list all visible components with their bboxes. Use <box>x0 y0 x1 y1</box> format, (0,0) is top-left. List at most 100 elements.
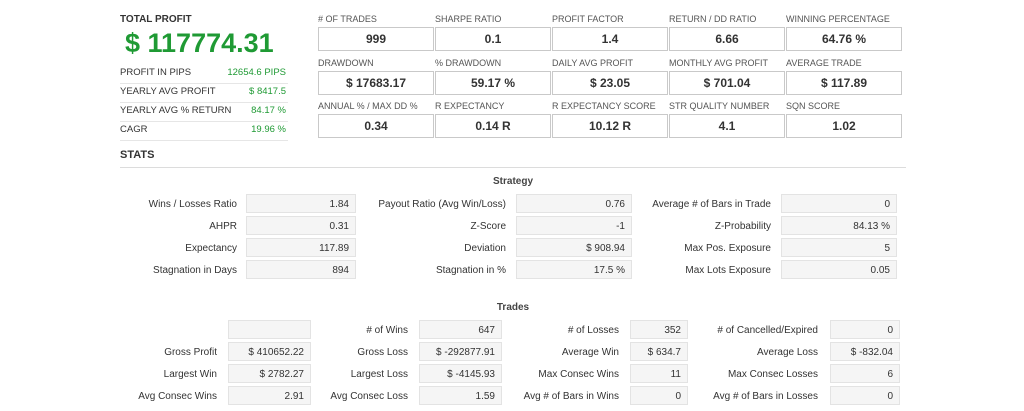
stat-value: -1 <box>516 216 632 235</box>
trade-value: 0 <box>830 386 900 405</box>
metric-value: 1.02 <box>786 114 902 138</box>
summary-row-label: PROFIT IN PIPS <box>120 67 192 78</box>
metric-label: SHARPE RATIO <box>435 14 502 24</box>
trade-value: $ -832.04 <box>830 342 900 361</box>
stat-label: Max Pos. Exposure <box>684 243 771 254</box>
strategy-title: Strategy <box>492 176 533 187</box>
trade-label: Avg # of Bars in Losses <box>713 391 818 402</box>
summary-row-cagr: CAGR 19.96 % <box>120 121 288 141</box>
stat-value: 0.31 <box>246 216 356 235</box>
total-profit-value: $ 117774.31 <box>125 28 274 58</box>
trade-label: Avg Consec Loss <box>330 391 408 402</box>
stat-value: 117.89 <box>246 238 356 257</box>
stat-label: Stagnation in % <box>435 265 506 276</box>
trade-value: 2.91 <box>228 386 311 405</box>
metric-label: DRAWDOWN <box>318 58 374 68</box>
metric-value: 4.1 <box>669 114 785 138</box>
trade-value: $ -4145.93 <box>419 364 502 383</box>
summary-row-label: CAGR <box>120 124 148 135</box>
metric-profit-factor: PROFIT FACTOR 1.4 <box>552 14 668 51</box>
trade-value: $ 410652.22 <box>228 342 311 361</box>
stats-divider <box>120 167 906 168</box>
metric-return-dd-ratio: RETURN / DD RATIO 6.66 <box>669 14 785 51</box>
stat-label: Wins / Losses Ratio <box>148 199 237 210</box>
metric-average-trade: AVERAGE TRADE $ 117.89 <box>786 58 902 95</box>
metric-label: AVERAGE TRADE <box>786 58 862 68</box>
metric-value: 6.66 <box>669 27 785 51</box>
metric-value: 0.14 R <box>435 114 551 138</box>
metric-value: $ 117.89 <box>786 71 902 95</box>
trade-value: $ -292877.91 <box>419 342 502 361</box>
metric-percent-drawdown: % DRAWDOWN 59.17 % <box>435 58 551 95</box>
summary-row-yearly-avg-return: YEARLY AVG % RETURN 84.17 % <box>120 102 288 122</box>
metric-label: % DRAWDOWN <box>435 58 502 68</box>
stat-value: $ 908.94 <box>516 238 632 257</box>
summary-row-value: $ 8417.5 <box>249 86 286 97</box>
trade-value: 11 <box>630 364 688 383</box>
trade-value: 647 <box>419 320 502 339</box>
stat-label: Expectancy <box>185 243 237 254</box>
trade-label: Largest Loss <box>350 369 408 380</box>
metric-value: 64.76 % <box>786 27 902 51</box>
metric-monthly-avg-profit: MONTHLY AVG PROFIT $ 701.04 <box>669 58 785 95</box>
metric-value: 1.4 <box>552 27 668 51</box>
metric-trades: # OF TRADES 999 <box>318 14 434 51</box>
metric-label: DAILY AVG PROFIT <box>552 58 634 68</box>
stat-label: Max Lots Exposure <box>685 265 771 276</box>
trade-value: 0 <box>630 386 688 405</box>
trade-label: Avg # of Bars in Wins <box>523 391 619 402</box>
trade-value: $ 634.7 <box>630 342 688 361</box>
trade-value: 352 <box>630 320 688 339</box>
metric-daily-avg-profit: DAILY AVG PROFIT $ 23.05 <box>552 58 668 95</box>
metric-label: STR QUALITY NUMBER <box>669 101 770 111</box>
metric-label: SQN SCORE <box>786 101 841 111</box>
stat-label: Deviation <box>464 243 506 254</box>
metric-r-expectancy: R EXPECTANCY 0.14 R <box>435 101 551 138</box>
summary-row-label: YEARLY AVG % RETURN <box>120 105 232 116</box>
summary-row-label: YEARLY AVG PROFIT <box>120 86 216 97</box>
trade-label: Average Win <box>561 347 619 358</box>
trade-label: Max Consec Losses <box>727 369 818 380</box>
metric-label: ANNUAL % / MAX DD % <box>318 101 418 111</box>
stat-label: Stagnation in Days <box>153 265 237 276</box>
trade-label: Gross Loss <box>357 347 408 358</box>
trade-value: 0 <box>830 320 900 339</box>
stats-title: STATS <box>120 149 155 161</box>
metric-r-expectancy-score: R EXPECTANCY SCORE 10.12 R <box>552 101 668 138</box>
metric-value: 10.12 R <box>552 114 668 138</box>
trade-value <box>228 320 311 339</box>
stat-value: 17.5 % <box>516 260 632 279</box>
trade-label: Avg Consec Wins <box>138 391 217 402</box>
metric-drawdown: DRAWDOWN $ 17683.17 <box>318 58 434 95</box>
metric-winning-percentage: WINNING PERCENTAGE 64.76 % <box>786 14 902 51</box>
metric-sharpe-ratio: SHARPE RATIO 0.1 <box>435 14 551 51</box>
metric-value: 59.17 % <box>435 71 551 95</box>
metric-label: WINNING PERCENTAGE <box>786 14 890 24</box>
stat-value: 894 <box>246 260 356 279</box>
stat-value: 0 <box>781 194 897 213</box>
stat-value: 84.13 % <box>781 216 897 235</box>
summary-row-value: 12654.6 PIPS <box>227 67 286 78</box>
trades-title: Trades <box>496 302 530 313</box>
trade-value: 6 <box>830 364 900 383</box>
stat-value: 0.76 <box>516 194 632 213</box>
metric-value: 999 <box>318 27 434 51</box>
stat-label: AHPR <box>209 221 237 232</box>
metric-label: R EXPECTANCY <box>435 101 505 111</box>
metric-str-quality-number: STR QUALITY NUMBER 4.1 <box>669 101 785 138</box>
metric-label: PROFIT FACTOR <box>552 14 624 24</box>
metric-value: 0.1 <box>435 27 551 51</box>
trade-label: # of Losses <box>567 325 619 336</box>
stat-value: 0.05 <box>781 260 897 279</box>
metric-label: # OF TRADES <box>318 14 377 24</box>
trade-value: 1.59 <box>419 386 502 405</box>
trade-value: $ 2782.27 <box>228 364 311 383</box>
trade-label: # of Wins <box>366 325 408 336</box>
summary-row-profit-pips: PROFIT IN PIPS 12654.6 PIPS <box>120 64 288 84</box>
metric-label: R EXPECTANCY SCORE <box>552 101 656 111</box>
metric-label: RETURN / DD RATIO <box>669 14 757 24</box>
metric-sqn-score: SQN SCORE 1.02 <box>786 101 902 138</box>
trade-label: Gross Profit <box>164 347 217 358</box>
stat-value: 1.84 <box>246 194 356 213</box>
stat-label: Average # of Bars in Trade <box>652 199 771 210</box>
